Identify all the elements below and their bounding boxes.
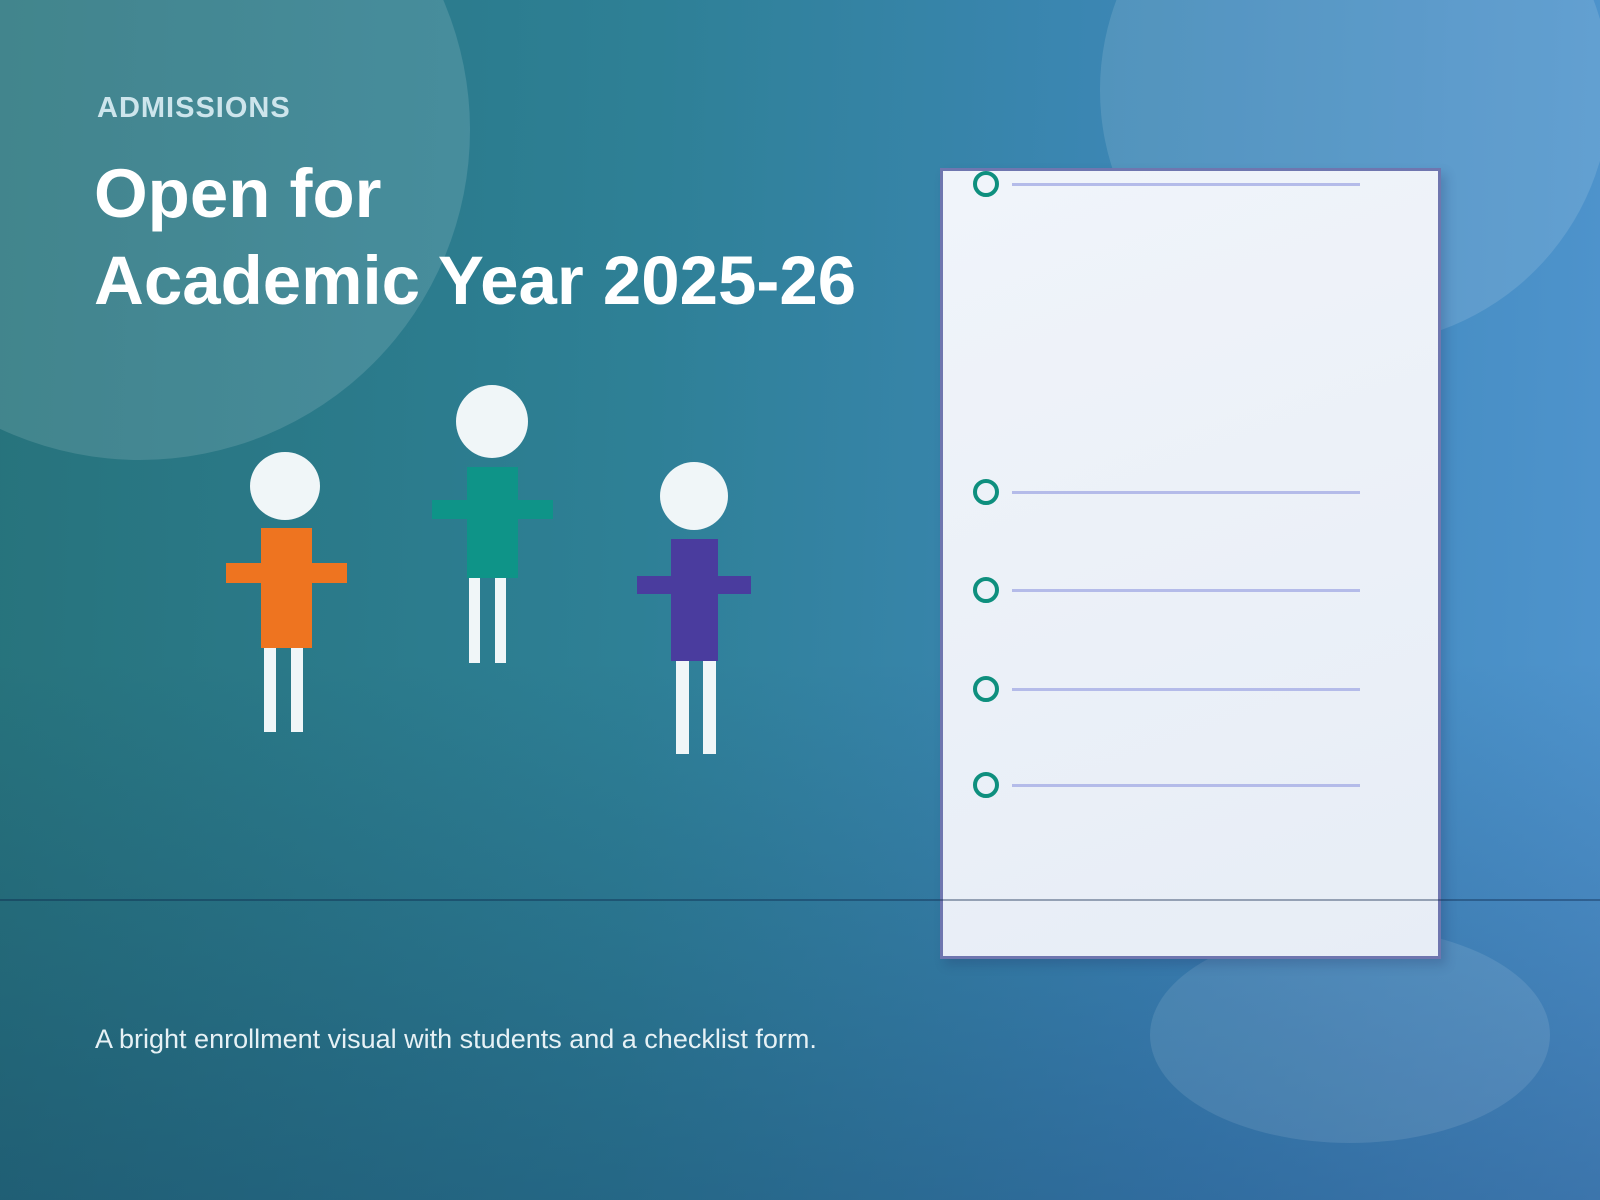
- figure-body: [671, 539, 718, 661]
- figure-leg: [703, 661, 716, 754]
- checklist-row: [943, 479, 1438, 507]
- page-title: Open for Academic Year 2025-26: [94, 150, 856, 324]
- checklist-form-panel: [940, 168, 1441, 959]
- figure-leg: [291, 648, 303, 732]
- answer-line: [1012, 784, 1360, 787]
- figure-head-icon: [250, 452, 320, 520]
- figure-body: [261, 528, 312, 648]
- radio-circle-icon[interactable]: [973, 171, 999, 197]
- figure-head-icon: [660, 462, 728, 530]
- answer-line: [1012, 688, 1360, 691]
- checklist-row: [943, 676, 1438, 704]
- figure-leg: [495, 578, 506, 663]
- answer-line: [1012, 183, 1360, 186]
- figure-leg: [469, 578, 480, 663]
- title-line-2: Academic Year 2025-26: [94, 242, 857, 319]
- answer-line: [1012, 589, 1360, 592]
- radio-circle-icon[interactable]: [973, 772, 999, 798]
- radio-circle-icon[interactable]: [973, 676, 999, 702]
- decorative-ellipse-bottom-right: [1150, 927, 1550, 1143]
- student-figure-teal: [432, 385, 553, 663]
- figure-body: [467, 467, 518, 578]
- title-line-1: Open for: [94, 155, 382, 232]
- checklist-row: [943, 577, 1438, 605]
- figure-leg: [676, 661, 689, 754]
- student-figure-purple: [637, 462, 751, 754]
- figure-leg: [264, 648, 276, 732]
- checklist-row: [943, 171, 1438, 199]
- student-figure-orange: [226, 452, 347, 732]
- eyebrow-label: ADMISSIONS: [97, 92, 291, 124]
- radio-circle-icon[interactable]: [973, 479, 999, 505]
- figure-head-icon: [456, 385, 528, 458]
- caption-text: A bright enrollment visual with students…: [95, 1024, 817, 1054]
- answer-line: [1012, 491, 1360, 494]
- checklist-row: [943, 772, 1438, 800]
- radio-circle-icon[interactable]: [973, 577, 999, 603]
